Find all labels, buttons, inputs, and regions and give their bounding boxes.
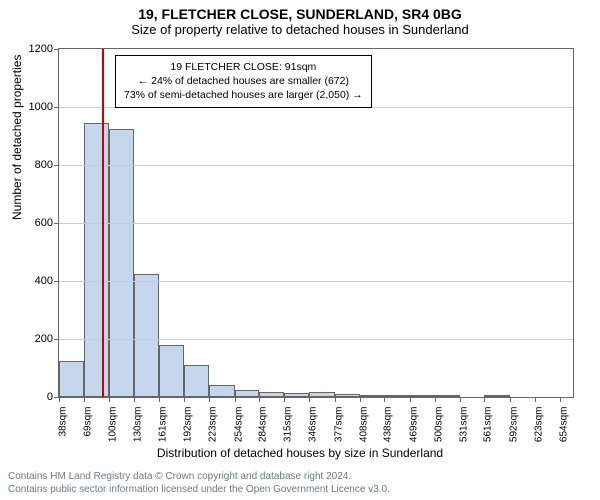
ytick-label: 200 [35, 333, 53, 345]
ytick-mark [54, 107, 59, 108]
xtick-mark [384, 397, 385, 402]
histogram-bar [309, 392, 334, 397]
gridline [59, 281, 573, 282]
histogram-bar [134, 274, 159, 397]
gridline [59, 339, 573, 340]
histogram-bar [209, 385, 234, 397]
xtick-mark [134, 397, 135, 402]
xtick-mark [284, 397, 285, 402]
xtick-mark [259, 397, 260, 402]
xtick-mark [209, 397, 210, 402]
footer-attribution: Contains HM Land Registry data © Crown c… [8, 470, 390, 496]
xtick-label: 592sqm [508, 407, 519, 443]
xtick-label: 469sqm [408, 407, 419, 443]
marker-line [102, 49, 104, 397]
chart-container: 19, FLETCHER CLOSE, SUNDERLAND, SR4 0BG … [0, 0, 600, 500]
xtick-mark [360, 397, 361, 402]
xtick-label: 531sqm [458, 407, 469, 443]
xtick-mark [235, 397, 236, 402]
ytick-label: 0 [47, 391, 53, 403]
ytick-label: 1200 [29, 43, 53, 55]
xtick-mark [510, 397, 511, 402]
histogram-bar [410, 395, 435, 397]
xtick-mark [84, 397, 85, 402]
xtick-label: 192sqm [183, 407, 194, 443]
y-axis-label: Number of detached properties [10, 55, 24, 220]
xtick-label: 38sqm [58, 407, 69, 437]
xtick-label: 315sqm [283, 407, 294, 443]
histogram-bar [335, 394, 360, 397]
page-subtitle: Size of property relative to detached ho… [0, 22, 600, 41]
xtick-label: 408sqm [358, 407, 369, 443]
xtick-mark [159, 397, 160, 402]
ytick-mark [54, 397, 59, 398]
xtick-mark [109, 397, 110, 402]
histogram-bar [259, 392, 284, 397]
ytick-mark [54, 339, 59, 340]
chart-plot-area: 38sqm69sqm100sqm130sqm161sqm192sqm223sqm… [58, 48, 574, 398]
histogram-bar [184, 365, 209, 397]
ytick-label: 400 [35, 275, 53, 287]
histogram-bar [159, 345, 184, 397]
ytick-label: 1000 [29, 101, 53, 113]
annotation-line2: ← 24% of detached houses are smaller (67… [124, 74, 363, 88]
ytick-mark [54, 223, 59, 224]
histogram-bar [284, 393, 309, 397]
xtick-mark [410, 397, 411, 402]
histogram-bar [360, 395, 384, 397]
xtick-label: 377sqm [333, 407, 344, 443]
xtick-label: 161sqm [158, 407, 169, 443]
annotation-box: 19 FLETCHER CLOSE: 91sqm ← 24% of detach… [115, 55, 372, 108]
xtick-mark [435, 397, 436, 402]
ytick-mark [54, 281, 59, 282]
footer-line2: Contains public sector information licen… [8, 483, 390, 496]
page-title: 19, FLETCHER CLOSE, SUNDERLAND, SR4 0BG [0, 0, 600, 22]
xtick-label: 69sqm [83, 407, 94, 437]
xtick-mark [484, 397, 485, 402]
xtick-label: 654sqm [558, 407, 569, 443]
gridline [59, 165, 573, 166]
histogram-bar [235, 390, 259, 397]
histogram-bar [384, 395, 409, 397]
x-axis-label: Distribution of detached houses by size … [0, 446, 600, 460]
xtick-label: 561sqm [483, 407, 494, 443]
xtick-label: 130sqm [132, 407, 143, 443]
xtick-label: 100sqm [108, 407, 119, 443]
xtick-mark [535, 397, 536, 402]
xtick-mark [309, 397, 310, 402]
xtick-mark [560, 397, 561, 402]
histogram-bar [484, 395, 509, 397]
xtick-label: 346sqm [308, 407, 319, 443]
annotation-line3: 73% of semi-detached houses are larger (… [124, 88, 363, 102]
ytick-mark [54, 165, 59, 166]
ytick-mark [54, 49, 59, 50]
histogram-bar [109, 129, 133, 397]
xtick-label: 500sqm [433, 407, 444, 443]
xtick-mark [59, 397, 60, 402]
ytick-label: 600 [35, 217, 53, 229]
xtick-mark [184, 397, 185, 402]
xtick-label: 623sqm [533, 407, 544, 443]
ytick-label: 800 [35, 159, 53, 171]
annotation-line1: 19 FLETCHER CLOSE: 91sqm [124, 60, 363, 74]
histogram-bar [59, 361, 84, 397]
xtick-label: 284sqm [258, 407, 269, 443]
xtick-mark [460, 397, 461, 402]
xtick-label: 438sqm [383, 407, 394, 443]
xtick-label: 254sqm [233, 407, 244, 443]
histogram-bar [435, 395, 460, 397]
gridline [59, 223, 573, 224]
footer-line1: Contains HM Land Registry data © Crown c… [8, 470, 390, 483]
xtick-mark [335, 397, 336, 402]
xtick-label: 223sqm [208, 407, 219, 443]
